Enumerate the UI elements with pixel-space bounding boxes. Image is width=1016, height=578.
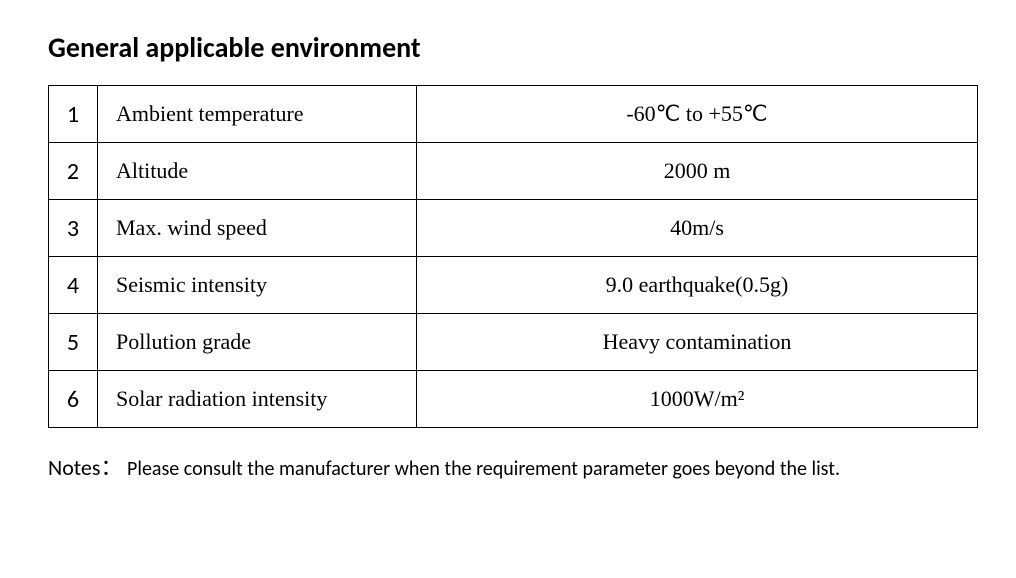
row-label: Solar radiation intensity	[98, 371, 417, 428]
notes-body: Please consult the manufacturer when the…	[127, 457, 840, 481]
table-row: 5 Pollution grade Heavy contamination	[49, 314, 978, 371]
notes-label: Notes：	[48, 454, 123, 481]
table-row: 2 Altitude 2000 m	[49, 143, 978, 200]
row-value: 9.0 earthquake(0.5g)	[417, 257, 978, 314]
row-label: Altitude	[98, 143, 417, 200]
table-row: 4 Seismic intensity 9.0 earthquake(0.5g)	[49, 257, 978, 314]
row-value: Heavy contamination	[417, 314, 978, 371]
row-label: Seismic intensity	[98, 257, 417, 314]
section-title: General applicable environment	[48, 30, 976, 65]
row-label: Ambient temperature	[98, 86, 417, 143]
row-number: 5	[49, 314, 98, 371]
row-number: 2	[49, 143, 98, 200]
notes-paragraph: Notes： Please consult the manufacturer w…	[48, 442, 976, 495]
table-row: 1 Ambient temperature -60℃ to +55℃	[49, 86, 978, 143]
row-value: 40m/s	[417, 200, 978, 257]
row-label: Max. wind speed	[98, 200, 417, 257]
table-row: 3 Max. wind speed 40m/s	[49, 200, 978, 257]
row-number: 6	[49, 371, 98, 428]
row-value: 1000W/m²	[417, 371, 978, 428]
environment-table-body: 1 Ambient temperature -60℃ to +55℃ 2 Alt…	[49, 86, 978, 428]
table-row: 6 Solar radiation intensity 1000W/m²	[49, 371, 978, 428]
row-number: 1	[49, 86, 98, 143]
row-number: 4	[49, 257, 98, 314]
row-number: 3	[49, 200, 98, 257]
spec-page: General applicable environment 1 Ambient…	[0, 0, 1016, 545]
row-label: Pollution grade	[98, 314, 417, 371]
row-value: 2000 m	[417, 143, 978, 200]
environment-table: 1 Ambient temperature -60℃ to +55℃ 2 Alt…	[48, 85, 978, 428]
row-value: -60℃ to +55℃	[417, 86, 978, 143]
